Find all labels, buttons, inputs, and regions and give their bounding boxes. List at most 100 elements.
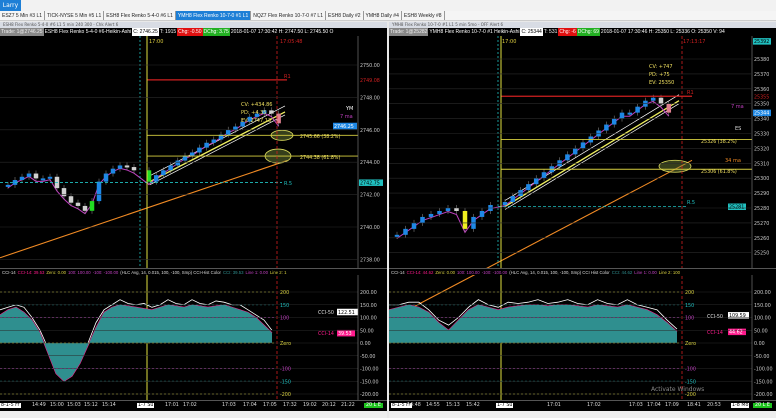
tab-4[interactable]: NQZ7 Flex Renko 10-7-0 #7 L1: [251, 11, 326, 20]
cci-m100: -100: -100.00: [92, 270, 119, 275]
pd-stat: PD: +75: [649, 72, 670, 78]
ma34-line: [389, 159, 693, 321]
cci-level-label: 100: [280, 316, 289, 322]
cci-level-label: 200: [280, 290, 289, 296]
tab-6[interactable]: YMH8 Daily #4: [364, 11, 402, 20]
candle: [650, 97, 656, 101]
tab-2[interactable]: ESH8 Flex Renko 5-4-0 #6 L1: [104, 11, 176, 20]
cci-level-label: -200: [685, 392, 696, 398]
candle: [124, 165, 130, 168]
cci-tick: -100.00: [754, 367, 773, 373]
candle: [420, 216, 425, 223]
ma34-tag: 34 ma: [725, 158, 741, 164]
cci-fast-label: CCI-14: [707, 330, 723, 336]
tick-count: T: 531: [543, 29, 558, 35]
time-label: 20 L E: [364, 403, 383, 408]
cci-tick: 0.00: [754, 341, 765, 347]
cci-line2: Line 2: 100: [658, 270, 680, 275]
tab-0[interactable]: ESZ7 5 Min #3 L1: [0, 11, 46, 20]
close-value: C: 2746.25: [132, 28, 159, 36]
candle: [635, 106, 640, 113]
pd-stat: PD: +4.35: [241, 110, 266, 116]
price-tag-r1: 25355: [754, 94, 769, 100]
cci-line1: Line 1: 0.00: [634, 270, 657, 275]
tab-5[interactable]: ESH8 Daily #2: [326, 11, 364, 20]
channel-upper: [149, 105, 286, 176]
channel-lower: [504, 103, 680, 210]
horizontal-scrollbar[interactable]: [389, 411, 776, 418]
candle: [611, 118, 617, 125]
cci-level-label: -150: [280, 379, 291, 385]
change-value: Chg: -0.50: [177, 28, 203, 36]
price-tick: 25300: [754, 176, 769, 182]
cv-stat: CV: +434.86: [241, 102, 272, 108]
ev-stat: EV: 25350: [649, 80, 674, 86]
cci-level-label: 150: [280, 303, 289, 309]
trade-button[interactable]: Trade: 1@2746.25: [0, 28, 44, 36]
price-tag-pivot: 2742.75: [360, 180, 380, 186]
candle: [146, 170, 152, 182]
candle: [261, 110, 267, 114]
cv-stat: CV: +747: [649, 64, 673, 70]
cci-slow-tag-bg: [728, 312, 749, 319]
time-label: 17:09: [665, 403, 679, 408]
time-axis[interactable]: 8-1-5 Fr 14:48 14:55 15:13 15:42 1-7 Su 17:01 1…: [389, 400, 776, 411]
tab-3[interactable]: YMH8 Flex Renko 10-7-0 #1 L1: [175, 11, 252, 20]
price-tick: 25270: [754, 221, 769, 227]
chart-window-ymh8[interactable]: YMH8 Flex Renko 10-7-0 #1 L1 5 min 5mo -…: [389, 22, 776, 418]
horizontal-scrollbar[interactable]: [0, 411, 387, 418]
candle: [276, 113, 281, 124]
cci-level-label: -150: [685, 379, 696, 385]
price-tick: 25360: [754, 87, 769, 93]
candle: [247, 116, 253, 122]
time-axis[interactable]: 8-1-5 Fr 14:49 15:00 15:03 15:12 15:14 1-7 Su 1…: [0, 400, 387, 411]
price-tick: 25350: [754, 102, 769, 108]
change-value: Chg: -6: [558, 28, 577, 36]
cci-tick: 200.00: [360, 290, 377, 296]
trade-button[interactable]: Trade: 1@25282: [389, 28, 429, 36]
window-title: ESH8 Flex Renko 5-4-0 #6 L1 5 min 240 30…: [0, 22, 387, 28]
cci-tick: 150.00: [360, 303, 377, 309]
time-label: 17:01: [165, 403, 179, 408]
time-label: 14:55: [426, 403, 440, 408]
time-label: 20:12: [322, 403, 336, 408]
symbol-tag: ES: [735, 126, 741, 132]
price-chart[interactable]: 17:00 17:05:48 CV: +434.86 PD: +4.35 EV:…: [0, 22, 387, 400]
price-tick: 25290: [754, 191, 769, 197]
cci-value: CCI-14: 39.53: [17, 270, 45, 275]
price-tick: 25340: [754, 117, 769, 123]
user-tab[interactable]: Larry: [0, 0, 21, 11]
window-title: YMH8 Flex Renko 10-7-0 #1 L1 5 min 5mo -…: [389, 22, 776, 28]
price-tick: 2746.00: [360, 128, 380, 134]
candle: [161, 170, 166, 176]
ma7-line: [396, 100, 670, 239]
price-tag-r1: 2749.08: [360, 78, 380, 84]
price-tick: 25330: [754, 132, 769, 138]
price-tick: 25380: [754, 57, 769, 63]
bar-info: 2018-01-07 17:30:46 H: 25350 L: 25336 O:…: [600, 29, 725, 35]
cci-level-label: Zero: [280, 341, 291, 347]
tab-7[interactable]: ESH8 Weekly #8: [402, 11, 445, 20]
daily-change-value: DChg: 69: [576, 28, 600, 36]
cci-fast-label: CCI-14: [318, 331, 334, 337]
candle: [189, 152, 195, 156]
cci-tick: 100.00: [754, 316, 771, 322]
tick-count: T: 1915: [159, 29, 177, 35]
tab-1[interactable]: TICK-NYSE 5 Min #5 L1: [45, 11, 105, 20]
price-tag-pivot-bg: [728, 203, 746, 211]
time-marker-label: 17:13:17: [683, 39, 705, 45]
candle: [437, 210, 442, 214]
cci-tick: 0.00: [360, 341, 371, 347]
time-label: 15:00: [50, 403, 64, 408]
candle: [153, 175, 159, 182]
chart-window-esh8[interactable]: ESH8 Flex Renko 5-4-0 #6 L1 5 min 240 30…: [0, 22, 387, 418]
cci-slow-label: CCI-50: [318, 310, 334, 316]
price-chart[interactable]: 17:00 17:13:17 CV: +747 PD: +75 EV: 2535…: [389, 22, 776, 400]
pivot-label: R.5: [687, 200, 695, 206]
cci-level-label: -100: [280, 367, 291, 373]
symbol-label: YMH8 Flex Renko 10-7-0 #1 Heikin-Ashi: [429, 29, 520, 35]
symbol-label: ESH8 Flex Renko 5-4-0 #6-Heikin-Ashi: [44, 29, 132, 35]
candle: [572, 148, 578, 155]
price-tag-last: 25344: [754, 111, 769, 117]
cci-tick: -150.00: [754, 379, 773, 385]
